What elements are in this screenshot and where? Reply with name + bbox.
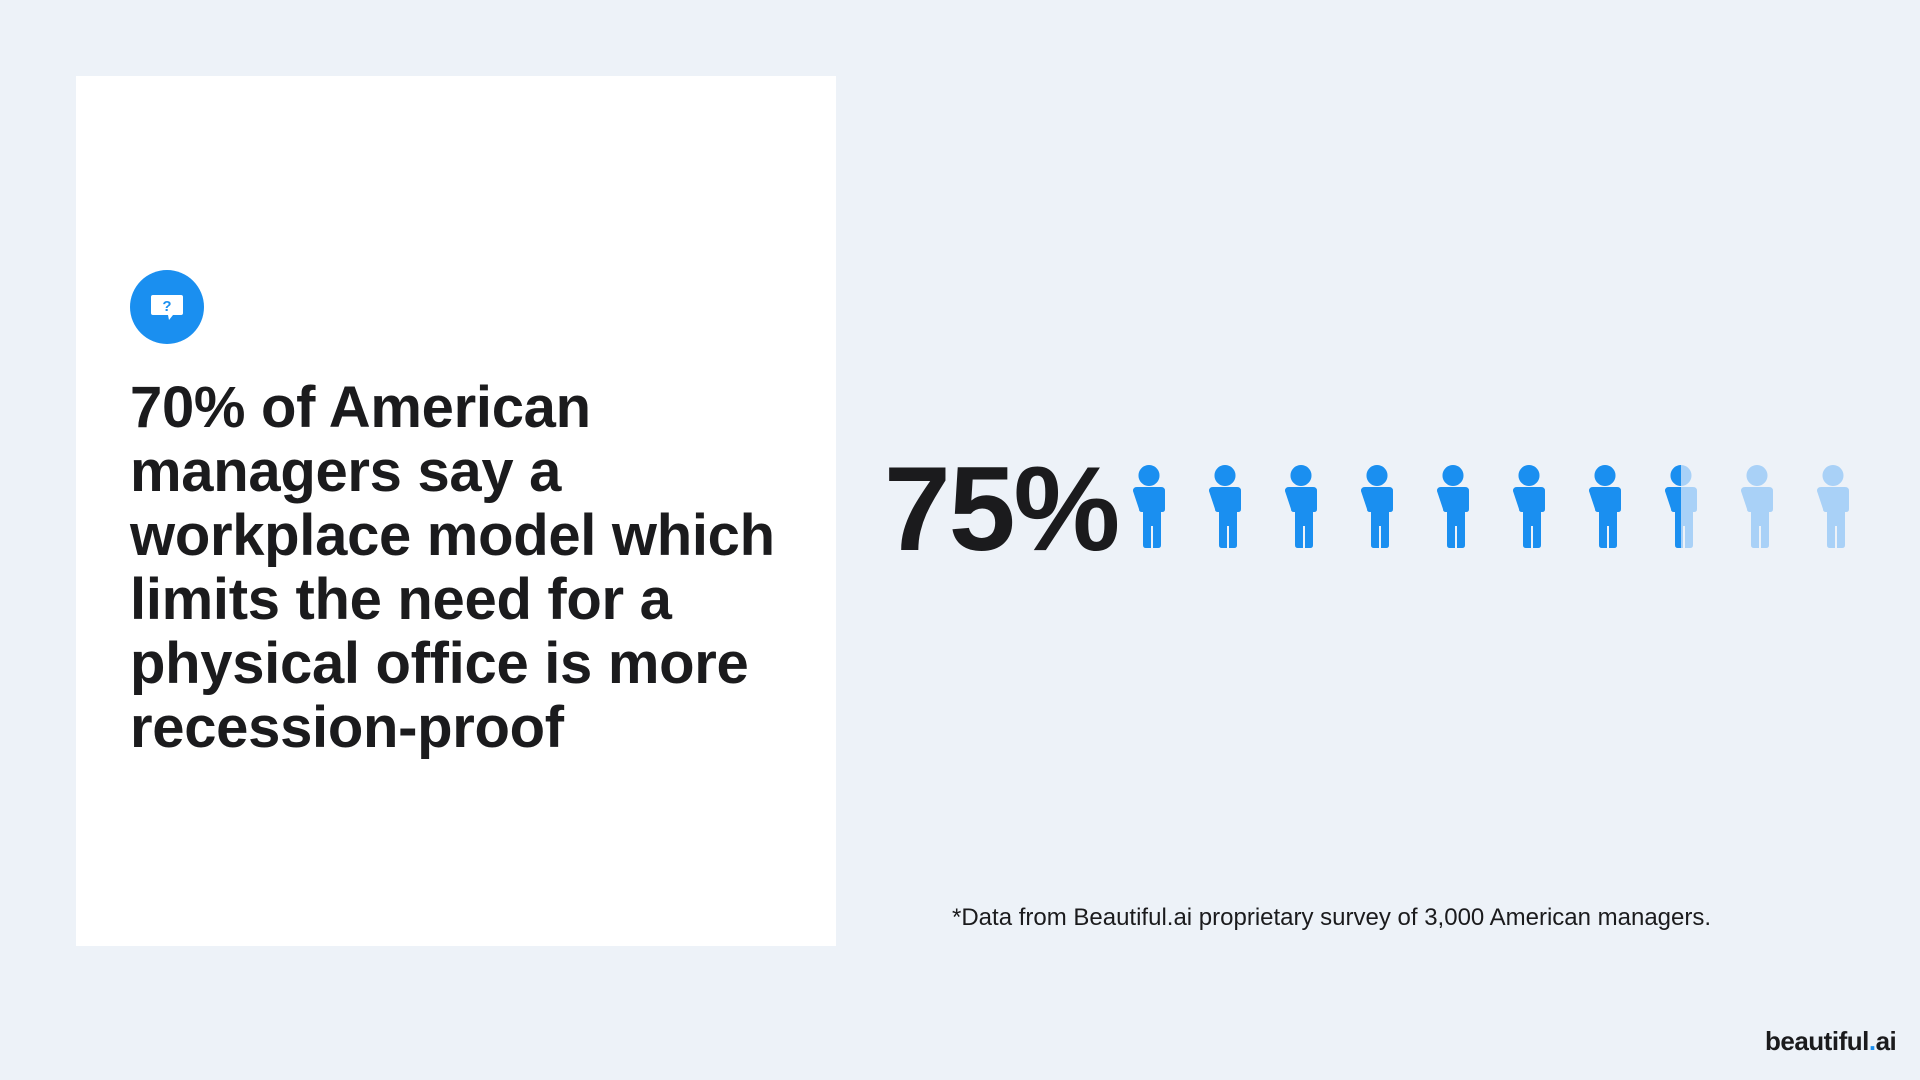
headline-card xyxy=(76,76,836,946)
logo-suffix: ai xyxy=(1875,1026,1897,1056)
person-icon xyxy=(1665,465,1697,548)
person-icon xyxy=(1437,465,1469,548)
person-icon xyxy=(1285,465,1317,548)
person-icon xyxy=(1741,465,1773,548)
person-icon xyxy=(1361,465,1393,548)
person-icon xyxy=(1817,465,1849,548)
question-speech-bubble-icon: ? xyxy=(130,270,204,344)
stat-value: 75% xyxy=(884,442,1120,576)
person-icon xyxy=(1513,465,1545,548)
footnote: *Data from Beautiful.ai proprietary surv… xyxy=(952,904,1712,931)
person-icon xyxy=(1133,465,1165,548)
person-icon xyxy=(1209,465,1241,548)
beautiful-ai-logo: beautiful.ai xyxy=(1765,1026,1897,1057)
logo-name: beautiful xyxy=(1765,1026,1869,1056)
person-icon xyxy=(1589,465,1621,548)
svg-text:?: ? xyxy=(162,298,171,315)
logo-dot: . xyxy=(1868,1026,1876,1056)
headline-text: 70% of American managers say a workplace… xyxy=(130,375,775,760)
